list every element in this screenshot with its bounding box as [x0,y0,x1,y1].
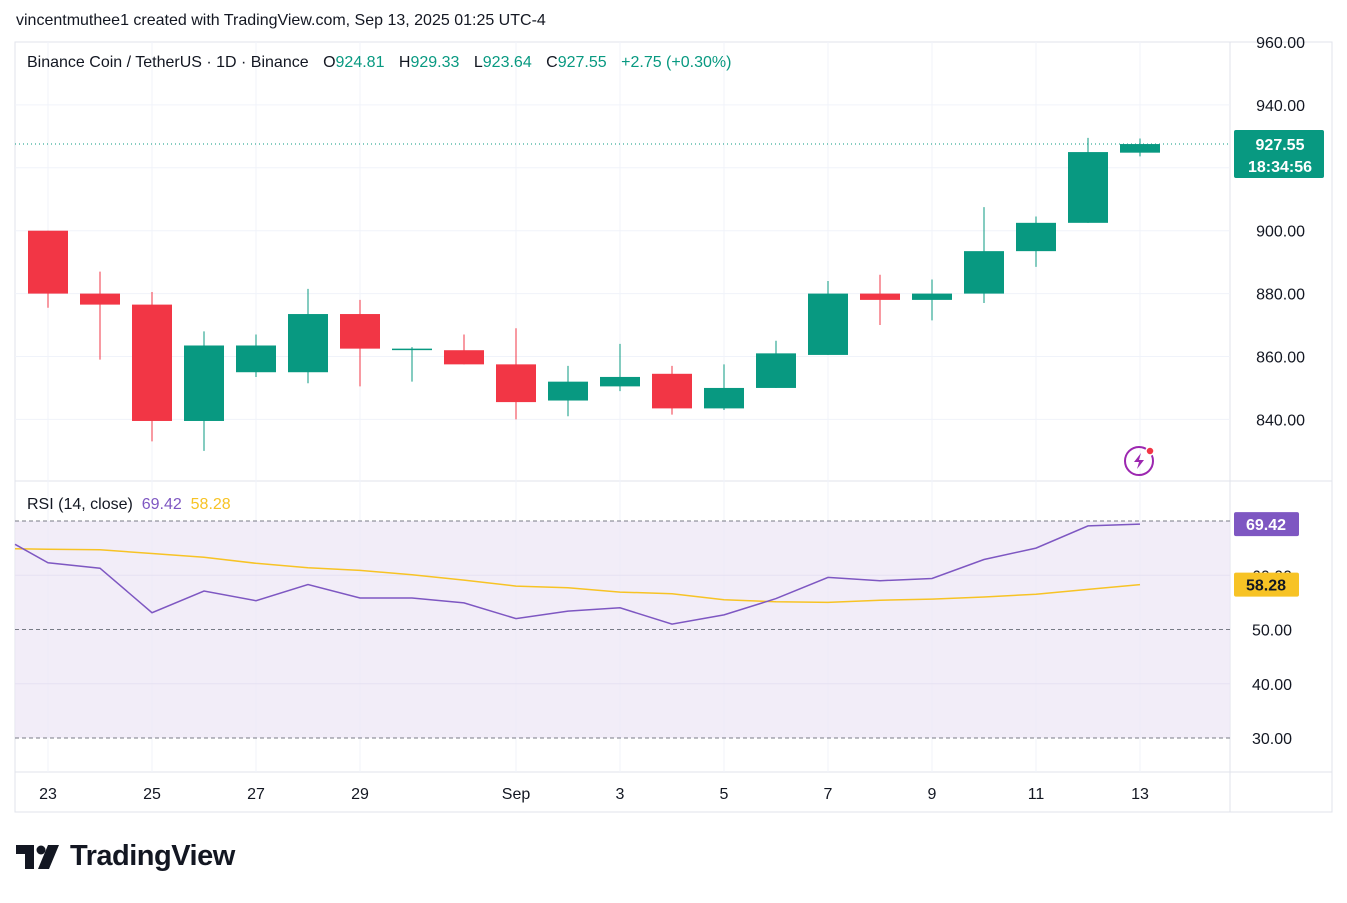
change-value: +2.75 (+0.30%) [621,54,732,71]
candle-body [600,376,640,387]
time-tick-label: 9 [928,786,937,803]
badges: 927.55 18:34:56 69.42 58.28 [1234,130,1324,597]
time-axis: 23 25 27 29 Sep 3 5 7 9 11 13 [39,786,1149,803]
time-tick-label: 5 [720,786,729,803]
price-tick-label: 880.00 [1256,287,1305,304]
candle-body [288,314,328,373]
byline: vincentmuthee1 created with TradingView.… [16,12,546,29]
symbol-title: Binance Coin / TetherUS · 1D · Binance [27,54,309,71]
candle-body [236,345,276,373]
last-price-badge [1234,130,1324,179]
candle-body [28,230,68,294]
time-tick-label: 25 [143,786,161,803]
low-label: L [473,54,483,71]
close-value: 927.55 [557,54,607,71]
candle-body [184,345,224,421]
open-label: O [323,54,336,71]
time-tick-label: 13 [1131,786,1149,803]
candle-body [392,348,432,351]
candle-body [548,381,588,401]
tradingview-logo-icon [16,844,59,869]
rsi-band [15,521,1230,738]
candle-body [912,293,952,300]
low-value: 923.64 [482,54,532,71]
rsi-line [14,523,1141,625]
candle-body [340,314,380,349]
candle-body [1120,144,1160,153]
rsi-legend-label: RSI (14, close) [27,496,133,513]
rsi-tick-label: 40.00 [1252,677,1292,694]
candle-body [808,293,848,355]
rsi-ma-legend-value: 58.28 [190,496,231,513]
price-tick-label: 860.00 [1256,350,1305,367]
time-tick-label: 27 [247,786,265,803]
candle-body [860,293,900,300]
rsi-value-badge [1234,512,1299,537]
lightning-icon [1124,446,1155,476]
rsi-ma-value-badge [1234,572,1299,597]
chart-border [14,41,1333,813]
rsi-ma-value-badge-text: 58.28 [1246,578,1286,595]
close-label: C [546,54,558,71]
lightning-ring [1124,446,1154,476]
tradingview-logo[interactable]: TradingView [16,840,235,873]
time-tick-label: Sep [502,786,531,803]
time-tick-label: 23 [39,786,57,803]
tradingview-wordmark: TradingView [70,840,235,872]
candle-body [756,353,796,388]
symbol-legend[interactable]: Binance Coin / TetherUS · 1D · Binance O… [27,54,731,72]
candle-body [496,364,536,403]
time-tick-label: 3 [616,786,625,803]
candle-body [652,373,692,409]
last-price-badge-price: 927.55 [1256,137,1305,154]
candle-body [444,350,484,365]
candle-body [964,251,1004,294]
rsi-value-badge-text: 69.42 [1246,517,1286,534]
rsi-ma-line [14,547,1141,604]
rsi-tick-label: 30.00 [1252,731,1292,748]
time-tick-label: 7 [824,786,833,803]
price-tick-label: 900.00 [1256,224,1305,241]
candle-body [80,293,120,305]
chart-frame [14,41,1333,813]
lightning-bolt [1134,453,1144,469]
rsi-legend[interactable]: RSI (14, close) 69.42 58.28 [27,496,231,514]
high-label: H [398,54,411,71]
candles [28,137,1160,476]
price-tick-label: 940.00 [1256,98,1305,115]
high-value: 929.33 [410,54,460,71]
price-tick-label: 960.00 [1256,35,1305,52]
candle-body [1016,222,1056,252]
last-price-badge-countdown: 18:34:56 [1248,159,1312,176]
open-value: 924.81 [335,54,385,71]
rsi-legend-value: 69.42 [141,496,182,513]
candle-body [132,304,172,421]
candle-body [704,387,744,409]
time-tick-label: 11 [1028,786,1045,803]
notification-dot [1145,446,1155,456]
rsi-tick-label: 50.00 [1252,623,1292,640]
candle-body [1068,152,1108,223]
time-tick-label: 29 [351,786,369,803]
price-tick-label: 840.00 [1256,412,1305,429]
rsi-pane [14,520,1230,739]
